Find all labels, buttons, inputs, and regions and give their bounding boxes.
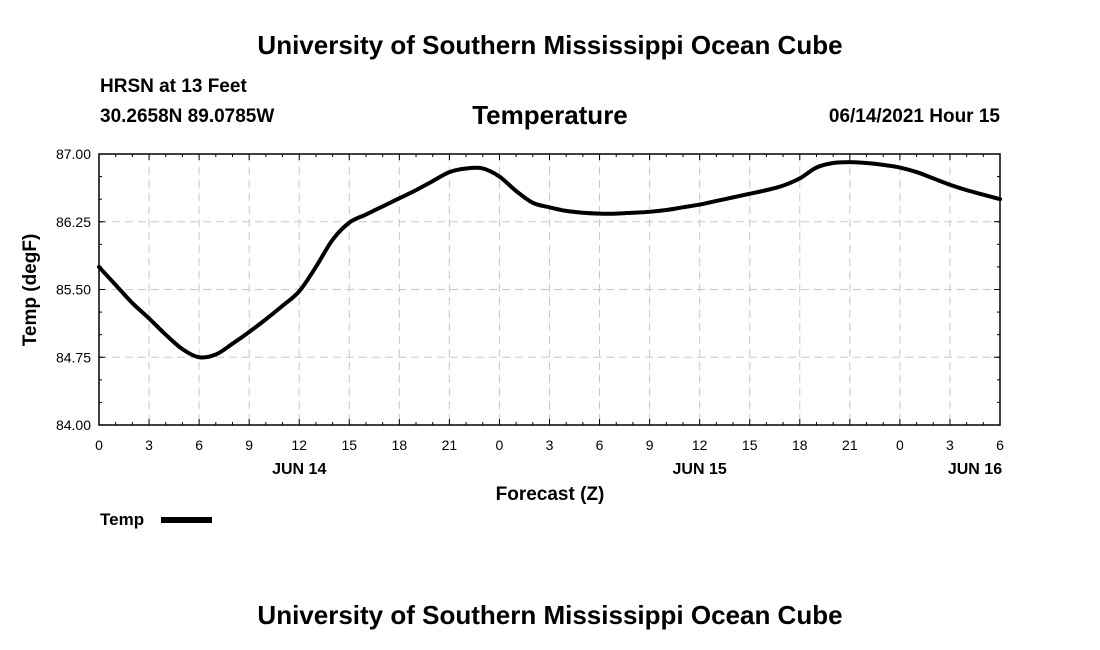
x-tick-label: 3: [546, 437, 554, 453]
x-tick-label: 6: [596, 437, 604, 453]
x-tick-label: 6: [195, 437, 203, 453]
chart-title-top: University of Southern Mississippi Ocean…: [257, 30, 843, 60]
x-tick-label: 18: [792, 437, 808, 453]
y-tick-label: 84.75: [56, 349, 91, 365]
x-tick-label: 3: [145, 437, 153, 453]
x-tick-label: 9: [245, 437, 253, 453]
y-tick-label: 87.00: [56, 146, 91, 162]
x-tick-label: 12: [692, 437, 708, 453]
station-label: HRSN at 13 Feet: [100, 76, 247, 97]
y-tick-label: 84.00: [56, 417, 91, 433]
x-tick-label: 21: [842, 437, 858, 453]
x-tick-label: 9: [646, 437, 654, 453]
x-date-label: JUN 15: [673, 461, 727, 478]
legend-label: Temp: [100, 510, 144, 529]
x-tick-label: 18: [392, 437, 408, 453]
x-tick-label: 3: [946, 437, 954, 453]
chart-title-bottom: University of Southern Mississippi Ocean…: [257, 600, 843, 630]
x-date-label: JUN 16: [948, 461, 1002, 478]
temperature-chart: 0 3 6 9 12 15 18 21 0 3 6 9 12 15 18 21 0 3 6 84.00 84.75 85.…: [20, 146, 1004, 529]
x-axis-label: Forecast (Z): [496, 484, 605, 505]
variable-title: Temperature: [472, 100, 628, 130]
station-coordinates: 30.2658N 89.0785W: [100, 106, 275, 127]
y-axis-label: Temp (degF): [20, 234, 41, 347]
x-tick-label: 6: [996, 437, 1004, 453]
forecast-datetime: 06/14/2021 Hour 15: [828, 106, 1000, 127]
x-tick-label: 0: [496, 437, 504, 453]
x-tick-label: 21: [442, 437, 458, 453]
x-date-label: JUN 14: [272, 461, 326, 478]
x-tick-label: 15: [341, 437, 357, 453]
x-tick-label: 0: [896, 437, 904, 453]
y-tick-label: 86.25: [56, 214, 91, 230]
x-tick-label: 12: [291, 437, 307, 453]
temp-series-line: [97, 160, 1002, 360]
y-tick-label: 85.50: [56, 282, 91, 298]
x-tick-label: 0: [95, 437, 103, 453]
x-tick-label: 15: [742, 437, 758, 453]
